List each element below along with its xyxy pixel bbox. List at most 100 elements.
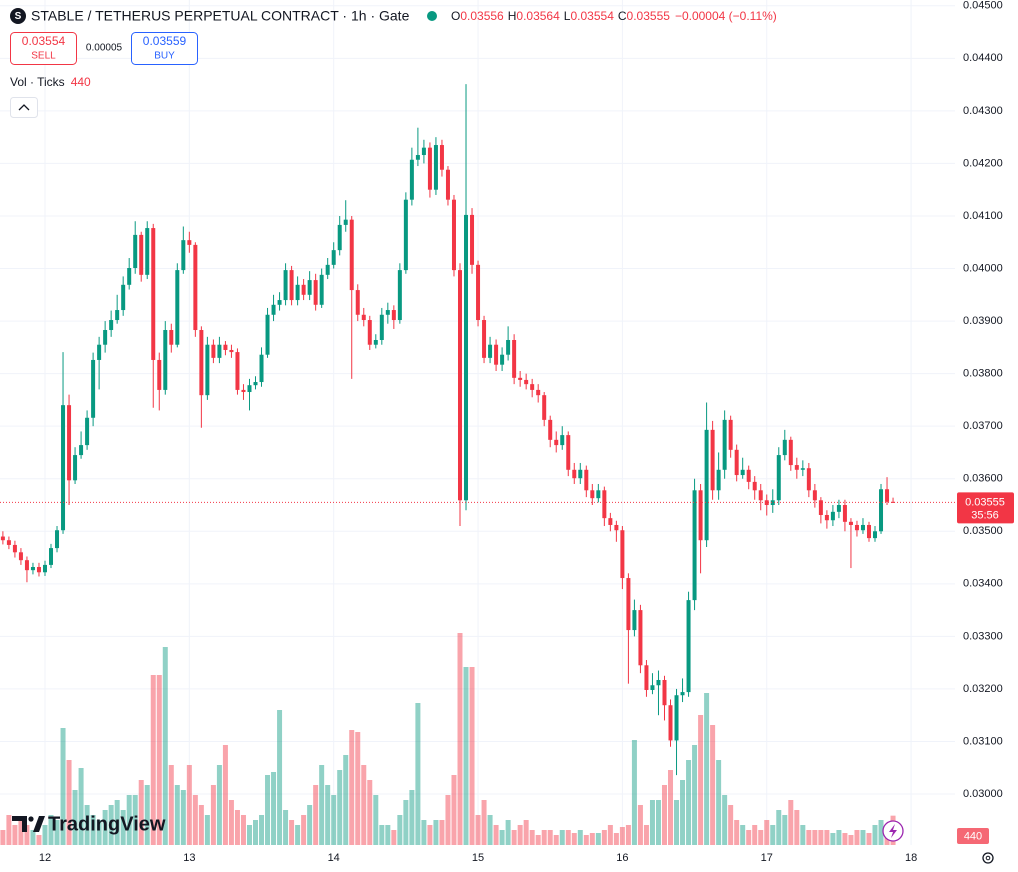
candle-body (632, 610, 637, 631)
lightning-icon[interactable] (889, 824, 897, 838)
volume-bar (373, 795, 379, 845)
candle-body (127, 268, 132, 285)
volume-bar (174, 785, 180, 845)
candle-body (235, 352, 240, 390)
y-tick-label: 0.03500 (963, 525, 1003, 537)
candle-body (97, 344, 102, 360)
buy-box[interactable] (131, 32, 198, 65)
sell-box[interactable] (10, 32, 77, 65)
candle-body (181, 240, 186, 271)
settings-icon[interactable] (985, 855, 991, 861)
volume-bar (692, 745, 698, 845)
candle-body (391, 310, 396, 321)
volume-bar (90, 815, 96, 845)
y-tick-label: 0.04000 (963, 262, 1003, 274)
candle-body (584, 469, 589, 491)
volume-bar (54, 820, 60, 845)
candle-body (674, 695, 679, 741)
candle-body (379, 314, 384, 340)
candle-body (554, 439, 559, 446)
volume-bar (30, 830, 36, 845)
collapse-icon[interactable] (18, 104, 30, 111)
y-tick-label: 0.03400 (963, 578, 1003, 590)
candle-body (470, 214, 475, 265)
sell-button[interactable]: 0.03554 SELL (10, 32, 77, 65)
ohlc-change: −0.00004 (−0.11%) (675, 9, 777, 23)
candle-body (457, 270, 462, 501)
y-tick-label: 0.04300 (963, 105, 1003, 117)
volume-bar (848, 835, 854, 845)
volume-bar (180, 790, 186, 845)
volume-bar (788, 800, 794, 845)
x-tick-label: 14 (328, 852, 340, 864)
collapse-box[interactable] (10, 97, 38, 118)
buy-price[interactable]: 0.03559 (143, 34, 187, 48)
lightning-button[interactable] (882, 820, 904, 842)
volume-bar (198, 805, 204, 845)
volume-bar (547, 830, 553, 845)
candle-body (85, 417, 90, 446)
volume-bar (457, 633, 463, 845)
candle-body (73, 455, 78, 481)
volume-bar (445, 795, 451, 845)
volume-bar (210, 785, 216, 845)
candle-body (115, 310, 120, 321)
volume-bar (138, 780, 144, 845)
market-status-dot (427, 11, 437, 21)
volume-bar (794, 810, 800, 845)
candle-body (524, 379, 529, 385)
candle-body (349, 219, 354, 291)
candle-body (770, 500, 775, 506)
y-tick-label: 0.03200 (963, 683, 1003, 695)
ohlc-value: 0.03555 (627, 9, 671, 23)
candle-body (199, 330, 204, 396)
candle-body (662, 679, 667, 706)
candle-body (145, 228, 150, 275)
collapse-button[interactable] (10, 97, 38, 118)
candle-body (373, 339, 378, 345)
candle-body (385, 310, 390, 315)
volume-bar (186, 765, 192, 845)
volume-bar (752, 825, 758, 845)
candle-body (12, 544, 17, 553)
volume-bar (860, 830, 866, 845)
candle-body (169, 330, 174, 345)
price-label-box (957, 492, 1014, 524)
volume-bar (319, 765, 325, 845)
candle-body (626, 578, 631, 631)
candle-body (602, 490, 607, 519)
volume-bar (126, 795, 132, 845)
volume-bar (162, 647, 168, 845)
candle-body (560, 435, 565, 446)
volume-bar (661, 785, 667, 845)
candle-body (277, 300, 282, 305)
candle-body (445, 169, 450, 200)
candle-body (614, 524, 619, 531)
settings-button[interactable] (982, 852, 994, 864)
volume-bar (481, 800, 487, 845)
candle-body (638, 610, 643, 666)
candle-body (482, 320, 487, 358)
candle-body (307, 280, 312, 295)
volume-bar (601, 830, 607, 845)
candle-body (121, 284, 126, 311)
buy-label[interactable]: BUY (154, 51, 175, 62)
sell-label[interactable]: SELL (31, 51, 56, 62)
volume-bar (6, 815, 12, 845)
volume-bar (571, 833, 577, 845)
ohlc-label: C (618, 9, 627, 23)
sell-price[interactable]: 0.03554 (22, 34, 66, 48)
buy-button[interactable]: 0.03559 BUY (131, 32, 198, 65)
candle-body (800, 468, 805, 470)
candle-body (854, 524, 859, 531)
volume-pane (0, 633, 896, 845)
candle-body (506, 339, 511, 355)
volume-bar (523, 820, 529, 845)
settings-icon[interactable] (982, 852, 994, 864)
candle-body (668, 705, 673, 741)
ohlc-label: L (564, 9, 571, 23)
volume-bar (337, 770, 343, 845)
x-tick-label: 13 (183, 852, 195, 864)
candle-body (542, 395, 547, 420)
